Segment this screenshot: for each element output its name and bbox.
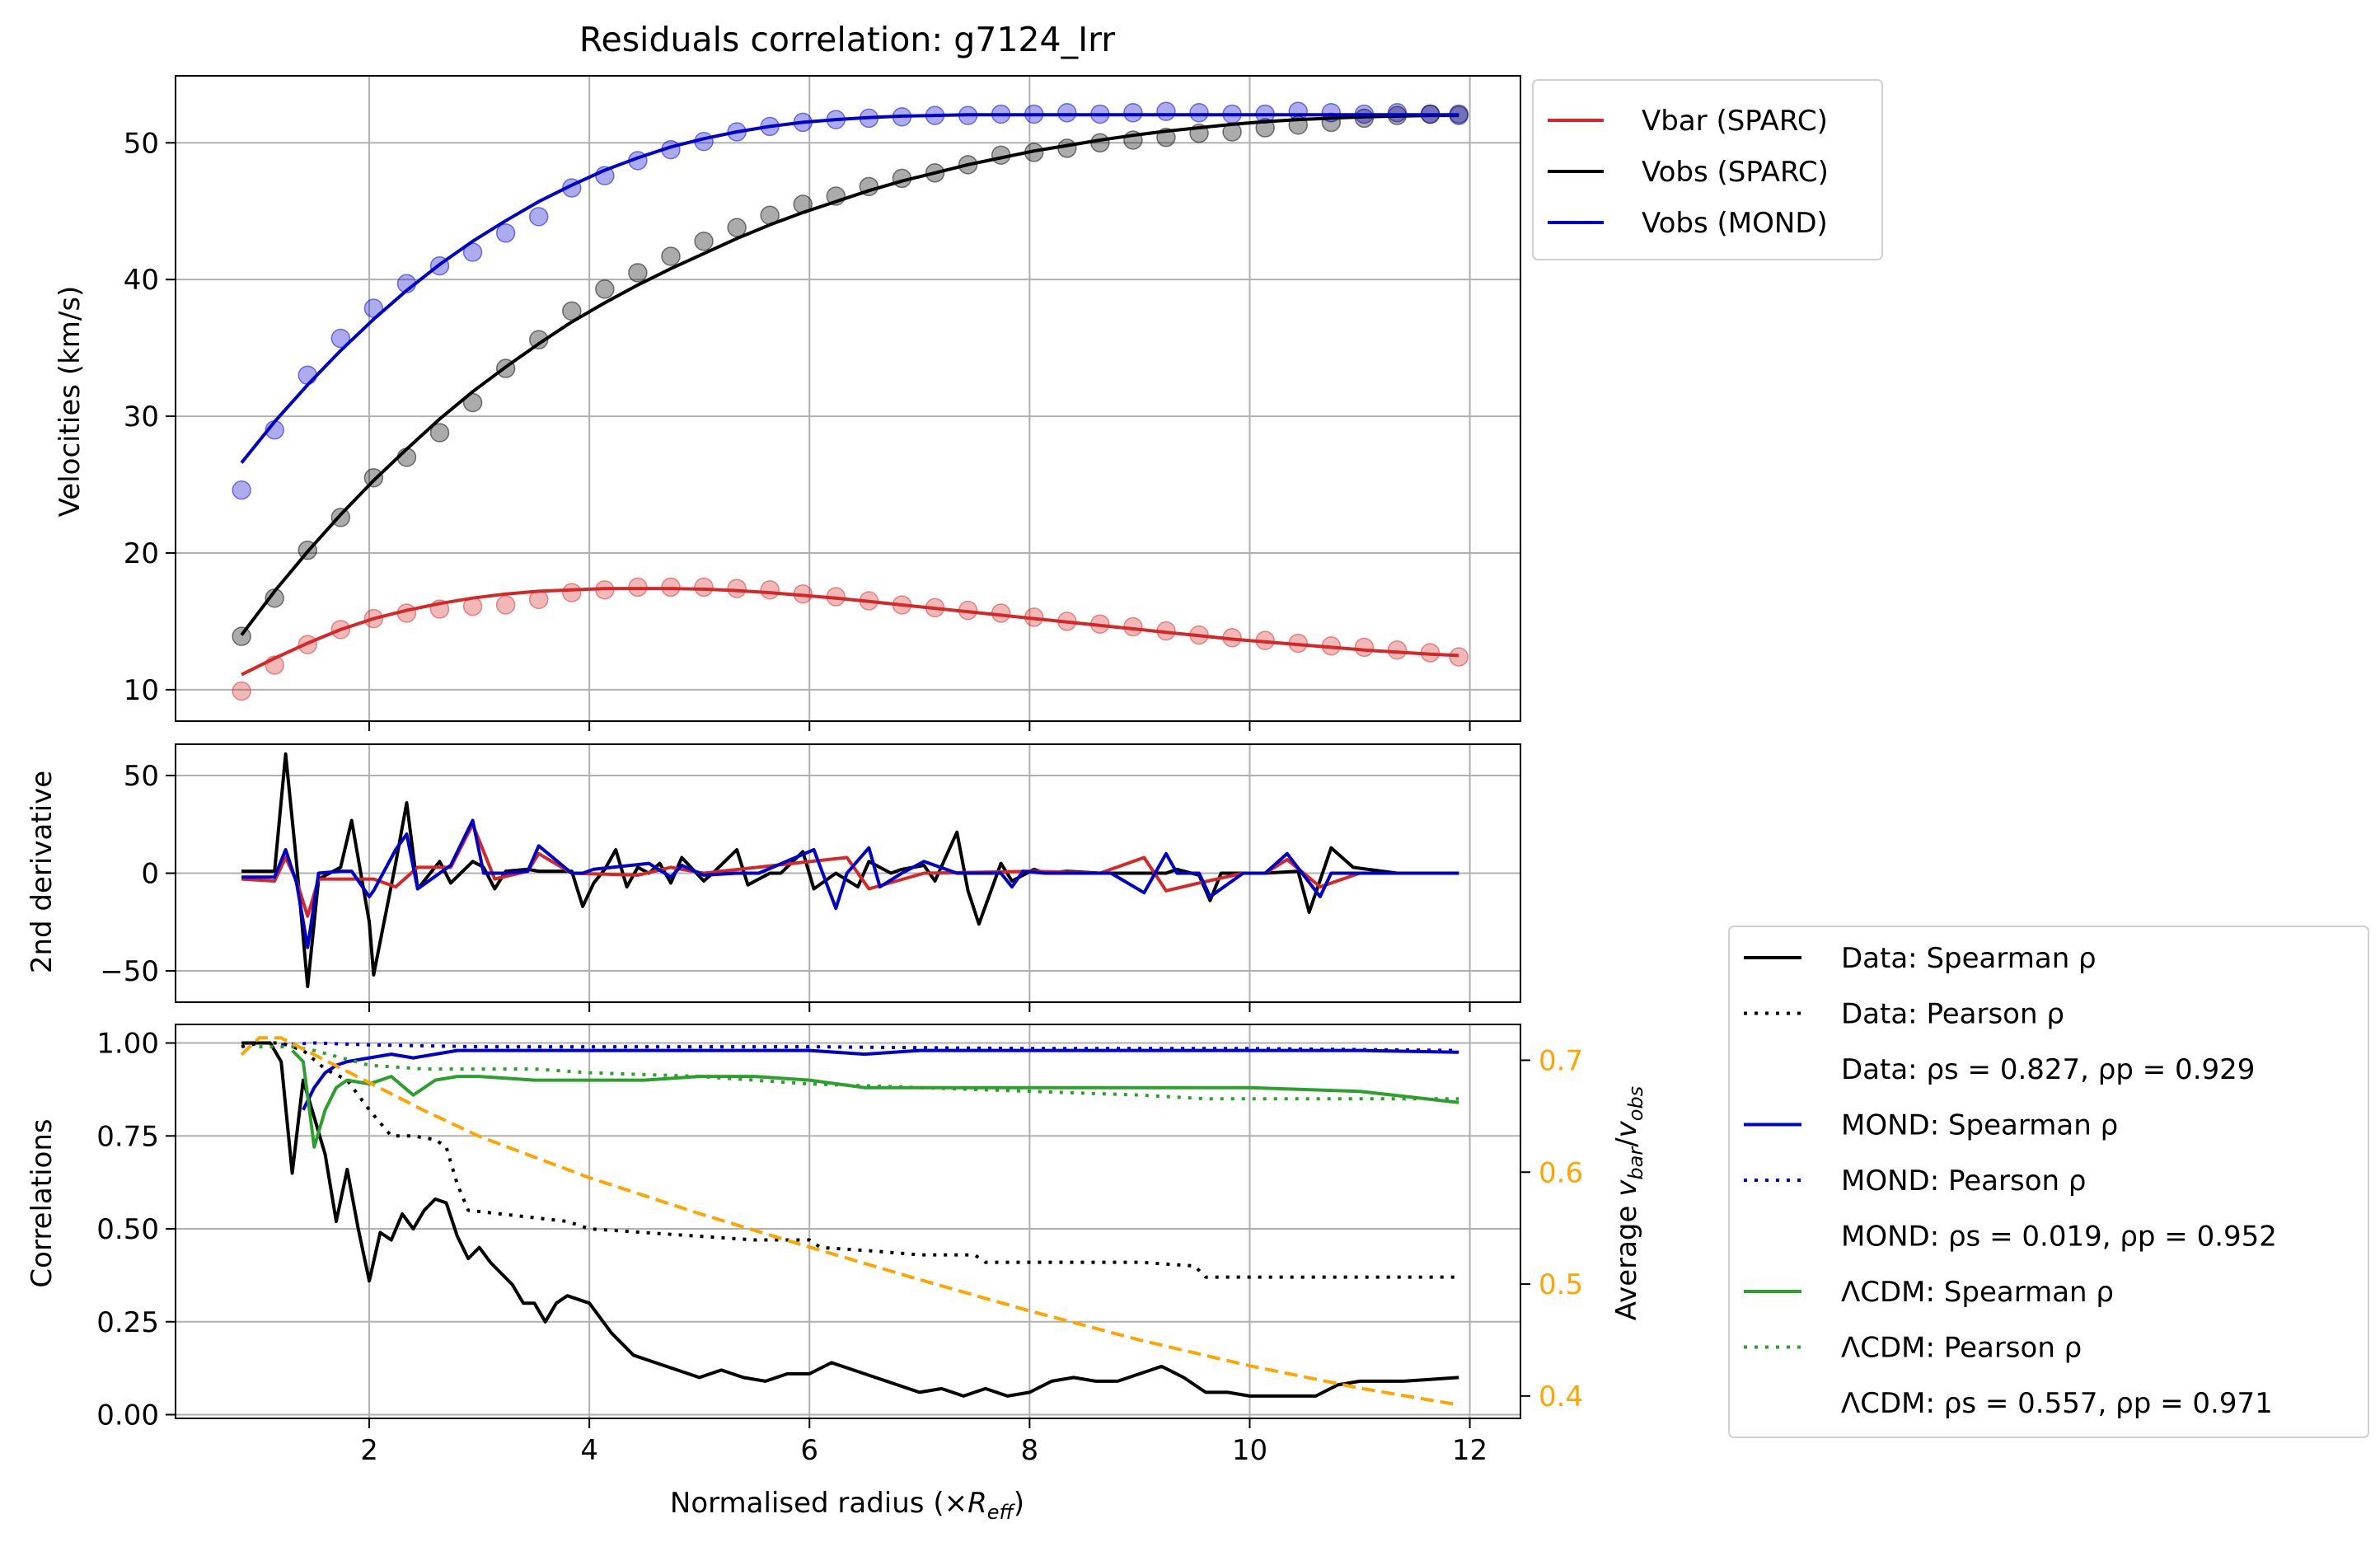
series-line [241,823,1459,918]
velocities-legend: Vbar (SPARC) Vobs (SPARC) Vobs (MOND) [1532,79,1883,260]
legend-label: Data: ρs = 0.827, ρp = 0.929 [1841,1053,2255,1086]
y2-tick-label: 0.7 [1539,1044,1583,1077]
axes-frame [175,1024,1521,1419]
series-line [291,1049,1459,1149]
data-point [330,328,351,349]
legend-label: Data: Pearson ρ [1841,998,2064,1031]
velocities-panel: 10 20 30 40 50 [124,75,1521,731]
data-point [1387,103,1408,123]
correlations-panel: 2 4 6 8 10 12 0.00 0.25 0.50 0.75 1.00 0.4 0.5 0.6 0.7 [96,1024,1583,1467]
data-point [694,231,714,251]
y-tick-label: 0 [141,858,159,891]
y-tick-label: 50 [124,760,159,793]
series-line [240,114,1459,636]
y2-tick-label: 0.6 [1539,1156,1583,1189]
x-tick-label: 12 [1452,1434,1488,1467]
x-tick-label: 10 [1232,1434,1267,1467]
correlations-legend: Data: Spearman ρ Data: Pearson ρ Data: ρs … [1728,926,2369,1438]
y-tick-label: 50 [124,127,159,160]
legend-label: MOND: Pearson ρ [1841,1165,2086,1198]
data-point [1057,103,1077,123]
data-point [363,467,384,488]
second-derivative-panel: −50 0 50 [100,743,1521,1012]
series-line [241,587,1459,677]
legend-label: Vobs (MOND) [1642,207,1828,240]
data-point [232,626,251,646]
data-point [595,279,615,299]
series-line [241,818,1459,949]
series-line [241,1041,1459,1398]
data-point [429,423,450,443]
data-point [562,583,582,602]
data-point [298,365,318,386]
chart-title: Residuals correlation: g7124_Irr [579,20,1115,59]
legend-label: Vbar (SPARC) [1642,105,1828,138]
y-tick-label: 20 [124,537,159,570]
plot-area [241,752,1459,988]
data-point [694,577,714,598]
y-tick-label: 30 [124,401,159,434]
data-point [232,681,251,701]
data-point [495,223,516,243]
axes-frame [175,743,1521,1003]
legend-label: ΛCDM: Pearson ρ [1841,1332,2082,1365]
x-tick-label: 6 [800,1434,818,1467]
y-tick-label: 0.75 [96,1120,159,1153]
x-tick-label: 2 [360,1434,378,1467]
data-point [727,579,747,598]
legend-label: ΛCDM: Spearman ρ [1841,1276,2114,1309]
data-point [1449,647,1469,667]
data-point [1057,138,1077,158]
series-line [240,1036,1459,1407]
legend-label: Vobs (SPARC) [1642,156,1829,189]
axes-frame [175,75,1521,722]
x-tick-label: 4 [580,1434,598,1467]
data-point [528,207,549,227]
plot-area [232,101,1469,701]
data-point [760,579,780,600]
legend-label: Data: Spearman ρ [1841,942,2097,975]
data-point [1123,103,1143,123]
secondary-ylabel: Average vbar/vobs [1610,1086,1647,1320]
velocities-ylabel: Velocities (km/s) [54,286,87,518]
series-line [259,1045,1459,1101]
legend-label: MOND: ρs = 0.019, ρp = 0.952 [1841,1221,2277,1254]
y-tick-label: 0.00 [96,1399,159,1432]
legend-label: ΛCDM: ρs = 0.557, ρp = 0.971 [1841,1387,2273,1420]
x-tick-label: 8 [1021,1434,1039,1467]
data-point [232,480,251,500]
second-derivative-ylabel: 2nd derivative [26,771,59,973]
legend-frame [1532,79,1883,260]
data-point [661,246,681,266]
y-tick-label: 0.25 [96,1306,159,1339]
y-tick-label: −50 [100,955,159,988]
data-point [1156,101,1176,121]
y-tick-label: 1.00 [96,1028,159,1061]
plot-area [240,1036,1459,1407]
series-line [240,113,1459,464]
x-axis-label: Normalised radius (×Reff) [670,1487,1024,1524]
y-tick-label: 10 [124,674,159,707]
y-tick-label: 0.50 [96,1213,159,1246]
legend-frame [1728,926,2369,1438]
legend-label: MOND: Spearman ρ [1841,1109,2118,1142]
correlations-ylabel: Correlations [26,1118,59,1287]
data-point [727,218,747,237]
series-line [302,1048,1459,1111]
data-point [1189,103,1209,123]
y-tick-label: 40 [124,264,159,297]
y2-tick-label: 0.4 [1539,1380,1583,1413]
data-point [1354,637,1375,658]
data-point [628,263,648,283]
data-point [495,595,516,615]
y2-tick-label: 0.5 [1539,1268,1583,1301]
